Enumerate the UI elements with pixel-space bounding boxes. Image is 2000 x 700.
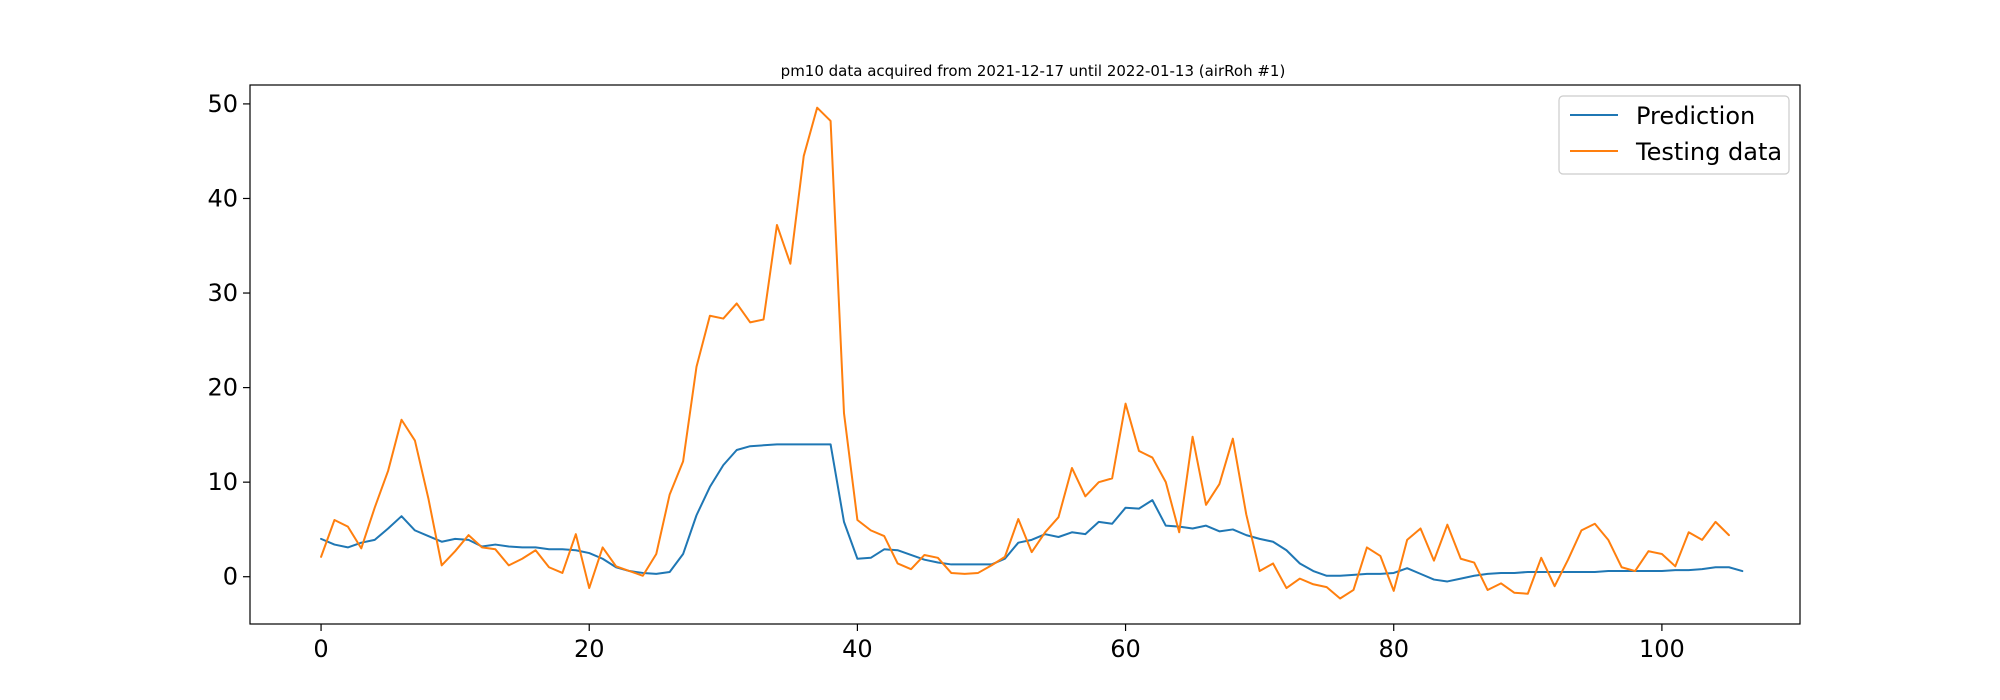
legend-label-testing-data: Testing data: [1635, 138, 1782, 166]
x-tick-label: 20: [574, 635, 605, 663]
series-line-prediction: [320, 443, 1744, 583]
y-tick-label: 0: [223, 563, 238, 591]
x-tick-label: 0: [313, 635, 328, 663]
series-line-testing-data: [320, 106, 1730, 600]
x-tick-label: 80: [1378, 635, 1409, 663]
y-tick-label: 40: [207, 184, 238, 212]
y-axis: 0 10 20 30 40 50: [207, 90, 250, 591]
y-tick-label: 10: [207, 468, 238, 496]
legend-label-prediction: Prediction: [1636, 102, 1755, 130]
x-tick-label: 60: [1110, 635, 1141, 663]
legend: Prediction Testing data: [1558, 95, 1790, 175]
series-layer: [320, 106, 1744, 600]
x-tick-label: 100: [1639, 635, 1685, 663]
plot-frame: [249, 84, 1801, 625]
chart-title: pm10 data acquired from 2021-12-17 until…: [781, 62, 1286, 80]
y-tick-label: 50: [207, 90, 238, 118]
x-tick-label: 40: [842, 635, 873, 663]
x-axis: 0 20 40 60 80 100: [313, 624, 1685, 663]
y-tick-label: 30: [207, 279, 238, 307]
y-tick-label: 20: [207, 374, 238, 402]
